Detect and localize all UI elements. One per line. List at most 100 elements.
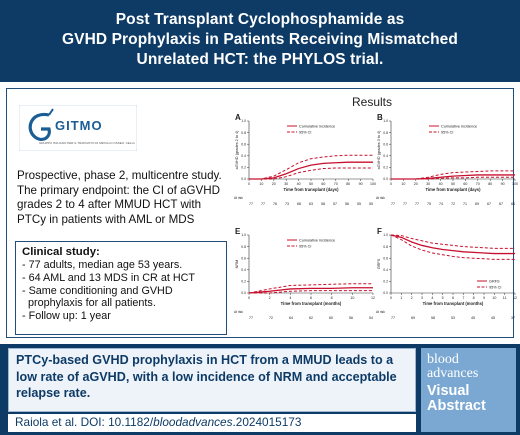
y-tick-label: 0.8	[383, 131, 388, 135]
x-tick-label: 60	[463, 182, 467, 186]
blood-advances-brand: blood advances Visual Abstract	[421, 348, 516, 432]
at-risk-value: 77	[391, 202, 395, 206]
series-line-1	[390, 234, 515, 249]
x-tick-label: 80	[488, 182, 492, 186]
title-banner: Post Transplant Cyclophosphamide as GVHD…	[0, 0, 520, 82]
x-tick-label: 10	[492, 296, 496, 300]
x-tick-label: 6	[310, 296, 312, 300]
x-tick-label: 12	[371, 296, 375, 300]
at-risk-value: 60	[329, 316, 333, 320]
bottom-banner: PTCy-based GVHD prophylaxis in HCT from …	[0, 344, 520, 435]
summary-text: PTCy-based GVHD prophylaxis in HCT from …	[8, 348, 416, 412]
x-tick-label: 100	[370, 182, 376, 186]
y-tick-label: 0.0	[383, 291, 388, 295]
x-axis-label: Time from transplant (months)	[423, 301, 484, 306]
y-tick-label: 0.6	[383, 142, 388, 146]
at-risk-value: 77	[403, 202, 407, 206]
chart-nrm: E 0.0 0.2 0.4 0.6 0.8 1.0 0 2 4 6 8 10 12 NRM Time from…	[233, 227, 383, 333]
panel-letter: A	[235, 113, 241, 122]
y-tick-label: 0.6	[383, 256, 388, 260]
x-tick-label: 12	[513, 296, 517, 300]
at-risk-value: 69	[411, 316, 415, 320]
citation-doi-link[interactable]: bloodadvances	[153, 415, 233, 429]
at-risk-value: 77	[261, 202, 265, 206]
content-panel: GITMO GRUPPO ITALIANO PER IL TRAPIANTO D…	[6, 88, 518, 338]
brand-line-1: blood	[427, 352, 459, 367]
at-risk-value: 56	[345, 202, 349, 206]
title-line-1: Post Transplant Cyclophosphamide as	[115, 11, 405, 28]
at-risk-value: 58	[321, 202, 325, 206]
citation: Raiola et al. DOI: 10.1182/bloodadvances…	[8, 414, 416, 432]
at-risk-value: 58	[431, 316, 435, 320]
at-risk-label: At risk	[234, 310, 243, 314]
y-tick-label: 0.6	[241, 142, 246, 146]
clinical-item: - Same conditioning and GVHD	[22, 284, 173, 297]
chart-svg: A 0.0 0.2 0.4 0.6 0.8 1.0 0 10 20 30 40 50 60 70 80 90 10…	[234, 113, 376, 206]
at-risk-value: 37	[511, 316, 515, 320]
legend-entry: 95% CI	[441, 130, 453, 134]
x-tick-label: 100	[512, 182, 518, 186]
at-risk-value: 71	[463, 202, 467, 206]
chart-svg: F0.00.20.40.60.81.00 1 2 3 4 5 6 7 8 9 10 11 12GRFST…	[376, 227, 517, 320]
x-tick-label: 0	[390, 182, 392, 186]
at-risk-value: 73	[285, 202, 289, 206]
brand-line-4: Abstract	[427, 398, 486, 414]
logo-tagline: GRUPPO ITALIANO PER IL TRAPIANTO DI MIDO…	[39, 141, 135, 145]
clinical-item: - Follow up: 1 year	[22, 310, 111, 323]
at-risk-value: 77	[391, 316, 395, 320]
y-tick-label: 0.0	[241, 177, 246, 181]
x-tick-label: 80	[346, 182, 350, 186]
series-line-1	[249, 154, 373, 180]
legend-entry: 95% CI	[489, 285, 501, 289]
at-risk-value: 53	[451, 316, 455, 320]
at-risk-value: 55	[369, 202, 373, 206]
panel-letter: F	[377, 227, 382, 236]
clinical-study-box: Clinical study: - 77 adults, median age …	[15, 241, 227, 335]
y-tick-label: 0.6	[241, 256, 246, 260]
panel-letter: E	[235, 227, 241, 236]
x-tick-label: 8	[473, 296, 475, 300]
at-risk-value: 64	[289, 316, 293, 320]
x-tick-label: 10	[401, 182, 405, 186]
chart-svg: B 0.0 0.2 0.4 0.6 0.8 1.0 0 10 20 30 40 50 60 70 80 90 10…	[376, 113, 518, 206]
study-description: Prospective, phase 2, multicentre study.…	[17, 169, 222, 226]
y-tick-label: 0.2	[383, 280, 388, 284]
y-tick-label: 1.0	[241, 119, 246, 123]
y-axis-label: aGVHD (grades 2 to 4)	[235, 130, 239, 170]
y-axis-label: aGVHD (grades 3 to 4)	[377, 130, 381, 170]
title-line-2: GVHD Prophylaxis in Patients Receiving M…	[62, 31, 458, 48]
at-risk-value: 72	[269, 316, 273, 320]
x-tick-label: 2	[411, 296, 413, 300]
at-risk-value: 56	[349, 316, 353, 320]
y-tick-label: 0.0	[241, 291, 246, 295]
at-risk-value: 72	[451, 202, 455, 206]
at-risk-value: 57	[333, 202, 337, 206]
at-risk-value: 76	[273, 202, 277, 206]
y-tick-label: 1.0	[383, 119, 388, 123]
x-tick-label: 0	[248, 296, 250, 300]
chart-agvhd-3-4: B 0.0 0.2 0.4 0.6 0.8 1.0 0 10 20 30 40 50 60 70 80 90 10…	[375, 113, 520, 219]
x-tick-label: 90	[501, 182, 505, 186]
y-tick-label: 0.4	[241, 154, 246, 158]
series-line-2	[249, 167, 373, 180]
brand-line-2: advances	[427, 366, 479, 381]
x-tick-label: 8	[331, 296, 333, 300]
legend-entry: Cumulative incidence	[299, 124, 335, 128]
y-tick-label: 1.0	[383, 233, 388, 237]
x-tick-label: 40	[439, 182, 443, 186]
y-tick-label: 0.8	[241, 131, 246, 135]
x-tick-label: 9	[483, 296, 485, 300]
at-risk-value: 55	[357, 202, 361, 206]
x-tick-label: 0	[248, 182, 250, 186]
x-tick-label: 30	[426, 182, 430, 186]
citation-prefix: Raiola et al. DOI: 10.1182/	[15, 415, 154, 429]
series-line-0	[390, 234, 515, 255]
citation-suffix: .2024015173	[232, 415, 302, 429]
y-tick-label: 1.0	[241, 233, 246, 237]
x-tick-label: 90	[359, 182, 363, 186]
y-tick-label: 0.2	[383, 166, 388, 170]
chart-agvhd-2-4: A 0.0 0.2 0.4 0.6 0.8 1.0 0 10 20 30 40 50 60 70 80 90 10…	[233, 113, 383, 219]
x-tick-label: 70	[476, 182, 480, 186]
legend-entry: GRFS	[489, 279, 500, 283]
at-risk-label: At risk	[376, 310, 385, 314]
